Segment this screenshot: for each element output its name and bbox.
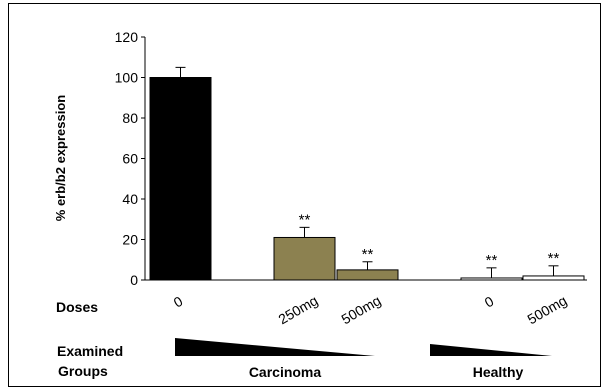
y-tick-label: 20 <box>122 232 138 248</box>
healthy-dose-wedge <box>430 344 552 356</box>
significance-label: ** <box>299 211 311 228</box>
y-tick-label: 100 <box>115 70 139 86</box>
group-label-carcinoma: Carcinoma <box>249 364 322 380</box>
bar <box>273 236 336 281</box>
bar <box>522 275 585 281</box>
dose-label: 500mg <box>524 292 569 327</box>
dose-label: 0 <box>482 293 497 311</box>
significance-label: ** <box>362 246 374 263</box>
bar <box>460 277 523 281</box>
groups-label: Groups <box>58 363 108 379</box>
y-tick-label: 80 <box>122 110 138 126</box>
y-tick-label: 40 <box>122 191 138 207</box>
chart-frame <box>8 3 601 387</box>
dose-label: 0 <box>171 293 186 311</box>
bar <box>336 269 399 281</box>
y-tick-label: 60 <box>122 151 138 167</box>
carcinoma-dose-wedge <box>175 338 375 356</box>
group-label-healthy: Healthy <box>473 364 524 380</box>
significance-label: ** <box>548 250 560 267</box>
significance-label: ** <box>486 252 498 269</box>
y-axis-title: % erb/b2 expression <box>53 95 68 221</box>
y-tick-label: 0 <box>130 272 138 288</box>
doses-label: Doses <box>56 299 98 315</box>
bar <box>149 77 212 281</box>
examined-label: Examined <box>57 343 123 359</box>
dose-label: 250mg <box>275 292 320 327</box>
y-tick-label: 120 <box>115 29 139 45</box>
dose-label: 500mg <box>338 292 383 327</box>
